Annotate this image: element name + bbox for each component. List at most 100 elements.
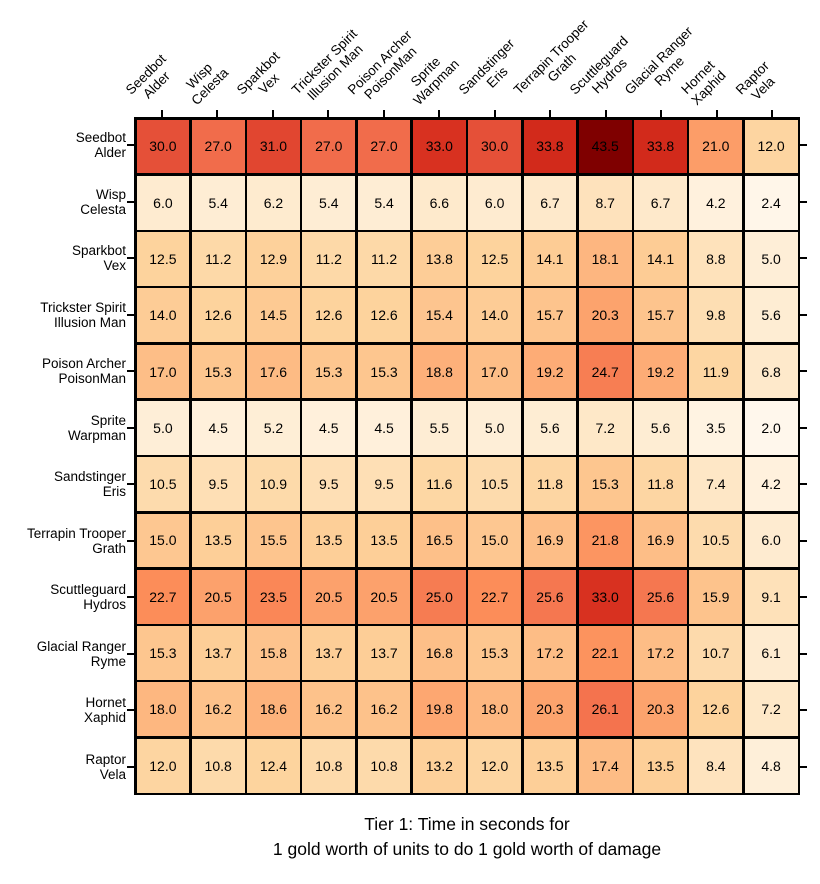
heatmap-cell: 10.8 <box>302 738 356 793</box>
heatmap-cell: 17.0 <box>136 344 190 399</box>
heatmap-cell: 17.4 <box>578 738 632 793</box>
heatmap-cell: 15.3 <box>578 457 632 512</box>
heatmap-cell: 5.2 <box>247 400 300 455</box>
heatmap-cell: 15.3 <box>136 626 190 680</box>
heatmap-cell: 16.8 <box>412 626 466 680</box>
heatmap-cell: 6.0 <box>136 175 190 230</box>
heatmap-cell: 5.5 <box>412 400 466 455</box>
heatmap-cell: 6.7 <box>634 175 687 230</box>
heatmap-cell: 23.5 <box>247 569 300 624</box>
heatmap-cell: 10.5 <box>689 513 743 568</box>
y-axis-tick-right <box>800 200 807 203</box>
heatmap-cell: 27.0 <box>302 119 356 174</box>
heatmap-cell: 12.6 <box>191 288 245 343</box>
heatmap-cell: 21.8 <box>578 513 632 568</box>
heatmap-cell: 43.5 <box>578 119 632 174</box>
heatmap-cell: 11.8 <box>523 457 577 512</box>
heatmap-cell: 15.4 <box>412 288 466 343</box>
y-axis-tick-left <box>127 709 134 712</box>
heatmap-cell: 8.8 <box>689 232 743 286</box>
row-label: Seedbot Alder <box>75 130 126 161</box>
heatmap-cell: 5.6 <box>523 400 577 455</box>
row-label: Sparkbot Vex <box>71 243 126 274</box>
heatmap-cell: 13.7 <box>357 626 411 680</box>
heatmap-cell: 8.4 <box>689 738 743 793</box>
heatmap-cell: 5.4 <box>357 175 411 230</box>
y-axis-tick-left <box>127 652 134 655</box>
chart-title: Tier 1: Time in seconds for 1 gold worth… <box>134 812 800 862</box>
heatmap-cell: 13.8 <box>412 232 466 286</box>
heatmap-cell: 13.5 <box>357 513 411 568</box>
y-axis-tick-left <box>127 200 134 203</box>
heatmap-cell: 15.0 <box>136 513 190 568</box>
heatmap-cell: 4.5 <box>191 400 245 455</box>
row-label: Hornet Xaphid <box>83 695 126 726</box>
row-label: Raptor Vela <box>85 751 126 782</box>
heatmap-cell: 6.6 <box>412 175 466 230</box>
heatmap-cell: 7.4 <box>689 457 743 512</box>
heatmap-cell: 19.2 <box>634 344 687 399</box>
heatmap-cell: 25.6 <box>523 569 577 624</box>
heatmap-cell: 33.8 <box>523 119 577 174</box>
heatmap-cell: 15.8 <box>247 626 300 680</box>
heatmap-cell: 22.7 <box>468 569 522 624</box>
heatmap-cell: 13.5 <box>523 738 577 793</box>
y-axis-tick-right <box>800 539 807 542</box>
x-axis-tick-top <box>271 110 274 117</box>
heatmap-cell: 12.6 <box>357 288 411 343</box>
heatmap-cell: 31.0 <box>247 119 300 174</box>
heatmap-cell: 15.7 <box>523 288 577 343</box>
heatmap-cell: 12.0 <box>136 738 190 793</box>
heatmap-cell: 13.5 <box>634 738 687 793</box>
heatmap-cell: 16.5 <box>412 513 466 568</box>
heatmap-cell: 12.0 <box>468 738 522 793</box>
y-axis-tick-right <box>800 257 807 260</box>
heatmap-cell: 13.5 <box>191 513 245 568</box>
column-label: Raptor Vela <box>733 58 778 103</box>
heatmap-cell: 17.0 <box>468 344 522 399</box>
heatmap-cell: 7.2 <box>744 682 798 737</box>
heatmap-cell: 22.1 <box>578 626 632 680</box>
heatmap-cell: 33.0 <box>412 119 466 174</box>
heatmap-cell: 11.2 <box>191 232 245 286</box>
x-axis-tick-top <box>660 110 663 117</box>
heatmap-cell: 5.0 <box>136 400 190 455</box>
y-axis-tick-right <box>800 483 807 486</box>
row-label: Terrapin Trooper Grath <box>26 525 126 556</box>
heatmap-cell: 15.5 <box>247 513 300 568</box>
row-label: Sprite Warpman <box>67 412 126 443</box>
x-axis-tick-top <box>715 110 718 117</box>
heatmap-cell: 17.2 <box>634 626 687 680</box>
heatmap-cell: 11.8 <box>634 457 687 512</box>
row-label: Sandstinger Eris <box>53 469 126 500</box>
column-label: Sparkbot Vex <box>233 48 283 98</box>
heatmap-cell: 13.7 <box>302 626 356 680</box>
heatmap-cell: 10.8 <box>357 738 411 793</box>
heatmap-cell: 18.8 <box>412 344 466 399</box>
y-axis-tick-left <box>127 257 134 260</box>
x-axis-tick-top <box>327 110 330 117</box>
heatmap-cell: 15.3 <box>468 626 522 680</box>
heatmap-cell: 17.2 <box>523 626 577 680</box>
heatmap-cell: 16.9 <box>523 513 577 568</box>
heatmap-cell: 10.8 <box>191 738 245 793</box>
heatmap-cell: 22.7 <box>136 569 190 624</box>
heatmap-cell: 19.2 <box>523 344 577 399</box>
y-axis-tick-right <box>800 144 807 147</box>
heatmap-cell: 13.7 <box>191 626 245 680</box>
row-label: Trickster Spirit Illusion Man <box>40 299 126 330</box>
y-axis-tick-right <box>800 709 807 712</box>
heatmap-cell: 26.1 <box>578 682 632 737</box>
heatmap-cell: 33.8 <box>634 119 687 174</box>
heatmap-cell: 10.9 <box>247 457 300 512</box>
heatmap-cell: 21.0 <box>689 119 743 174</box>
heatmap-cell: 5.0 <box>468 400 522 455</box>
heatmap-cell: 5.6 <box>744 288 798 343</box>
y-axis-tick-left <box>127 539 134 542</box>
heatmap-cell: 12.0 <box>744 119 798 174</box>
heatmap-cell: 20.3 <box>578 288 632 343</box>
heatmap-cell: 10.5 <box>136 457 190 512</box>
heatmap-cell: 25.6 <box>634 569 687 624</box>
heatmap-cell: 15.9 <box>689 569 743 624</box>
